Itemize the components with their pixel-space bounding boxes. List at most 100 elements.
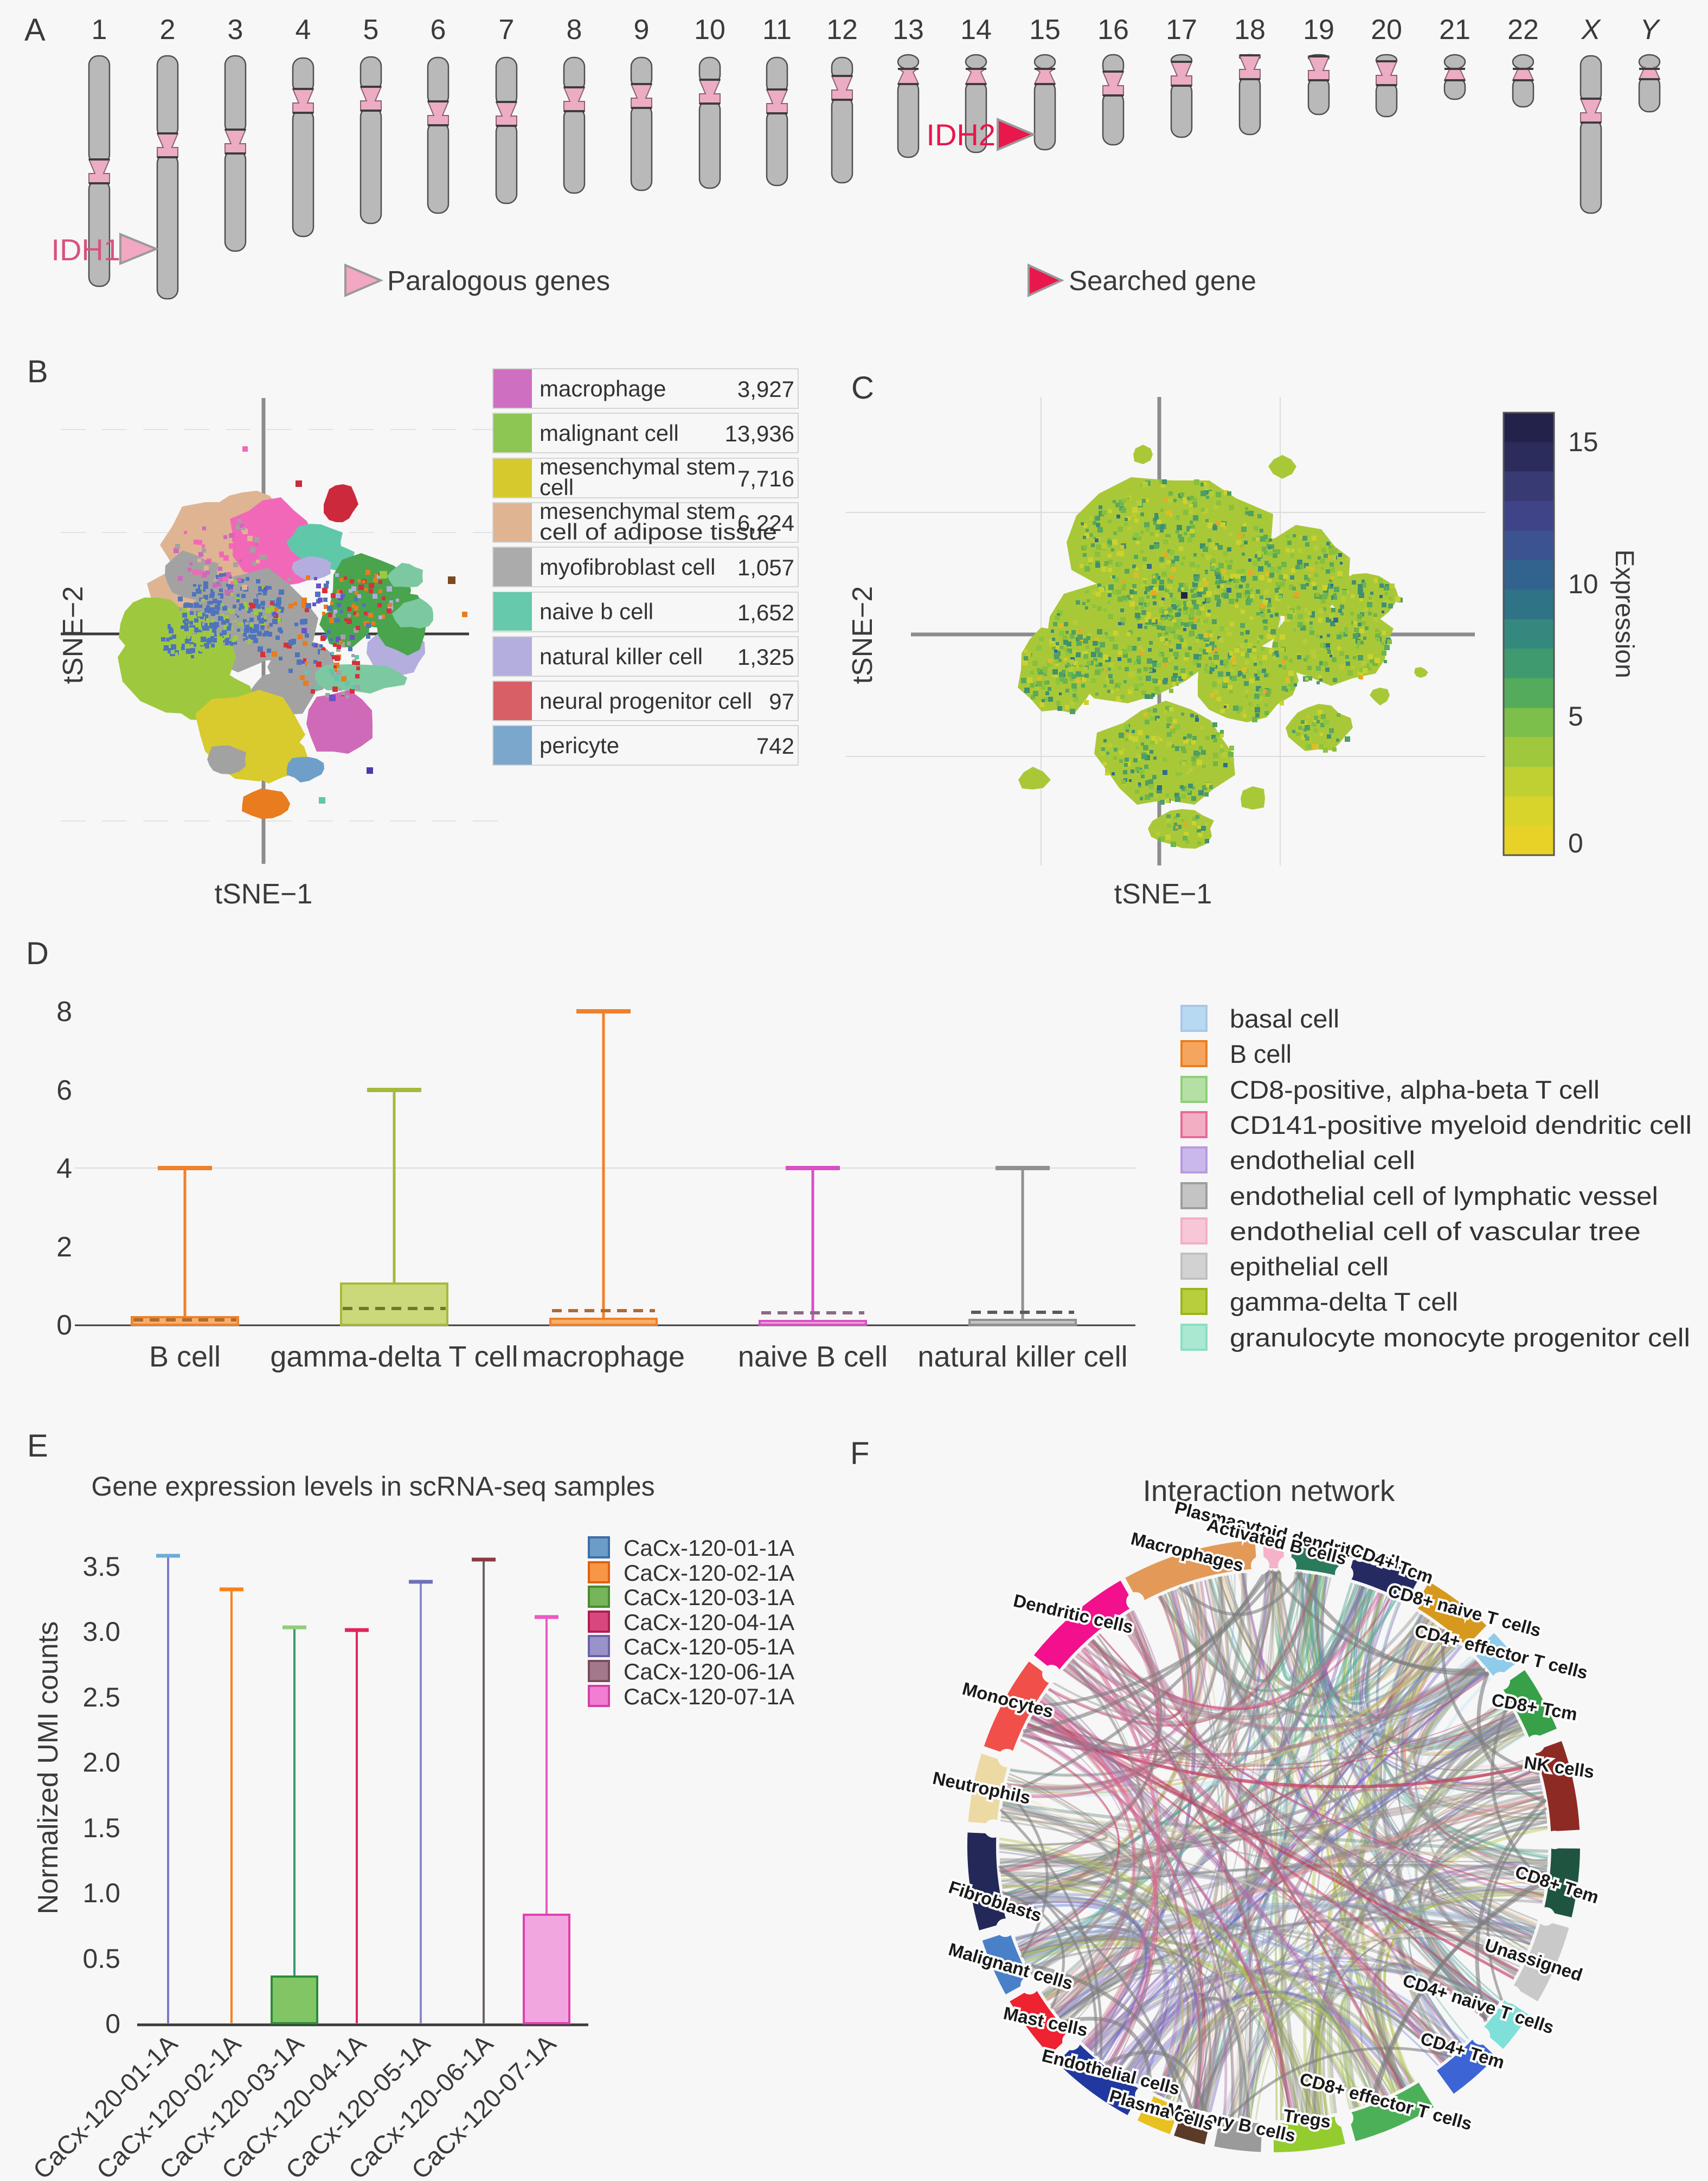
svg-text:granulocyte monocyte progenito: granulocyte monocyte progenitor cell (1230, 1323, 1690, 1352)
svg-text:0: 0 (105, 2009, 120, 2039)
svg-text:tSNE−1: tSNE−1 (215, 878, 313, 910)
svg-text:97: 97 (769, 689, 794, 714)
svg-text:6,224: 6,224 (737, 510, 794, 536)
svg-text:gamma-delta T cell: gamma-delta T cell (1230, 1287, 1458, 1316)
svg-text:endothelial cell of lymphatic: endothelial cell of lymphatic vessel (1230, 1182, 1658, 1210)
svg-text:5: 5 (1568, 701, 1583, 732)
svg-text:4: 4 (296, 14, 311, 46)
svg-text:3,927: 3,927 (737, 376, 794, 402)
svg-text:tSNE−1: tSNE−1 (1114, 878, 1212, 910)
svg-text:1: 1 (92, 14, 107, 46)
svg-text:B cell: B cell (149, 1340, 221, 1373)
svg-text:CaCx-120-03-1A: CaCx-120-03-1A (624, 1585, 794, 1610)
svg-text:17: 17 (1166, 14, 1197, 46)
svg-text:E: E (27, 1428, 48, 1464)
svg-text:13,936: 13,936 (725, 421, 794, 446)
svg-text:basal cell: basal cell (1230, 1004, 1339, 1033)
svg-text:C: C (851, 370, 874, 406)
svg-text:neural progenitor cell: neural progenitor cell (540, 688, 752, 714)
svg-text:naive B cell: naive B cell (738, 1340, 888, 1373)
svg-text:0.5: 0.5 (82, 1943, 120, 1974)
svg-text:11: 11 (762, 14, 792, 46)
svg-text:9: 9 (634, 14, 650, 46)
svg-text:CaCx-120-07-1A: CaCx-120-07-1A (624, 1684, 794, 1709)
svg-text:15: 15 (1029, 14, 1061, 46)
svg-text:0: 0 (1568, 828, 1583, 858)
svg-text:malignant cell: malignant cell (540, 420, 679, 446)
svg-text:2.0: 2.0 (82, 1747, 120, 1778)
svg-text:1.0: 1.0 (82, 1878, 120, 1908)
svg-text:F: F (850, 1436, 869, 1471)
svg-text:endothelial cell: endothelial cell (1230, 1146, 1415, 1175)
svg-text:6: 6 (431, 14, 446, 46)
svg-text:tSNE−2: tSNE−2 (847, 586, 878, 684)
svg-text:mesenchymal stem: mesenchymal stem (540, 454, 736, 479)
svg-text:3.5: 3.5 (82, 1551, 120, 1582)
svg-text:Paralogous genes: Paralogous genes (387, 265, 610, 296)
svg-text:CD8-positive, alpha-beta T cel: CD8-positive, alpha-beta T cell (1230, 1075, 1600, 1104)
svg-text:0: 0 (56, 1310, 72, 1341)
svg-text:gamma-delta T cell: gamma-delta T cell (270, 1340, 518, 1373)
svg-text:natural killer cell: natural killer cell (540, 644, 703, 669)
svg-text:Normalized UMI counts: Normalized UMI counts (33, 1621, 64, 1914)
svg-text:IDH1: IDH1 (51, 233, 120, 267)
svg-text:myofibroblast cell: myofibroblast cell (540, 554, 715, 580)
svg-text:CD141-positive myeloid dendrit: CD141-positive myeloid dendritic cell (1230, 1111, 1692, 1139)
svg-text:2.5: 2.5 (82, 1682, 120, 1712)
svg-text:mesenchymal stem: mesenchymal stem (540, 498, 736, 524)
svg-text:8: 8 (56, 996, 72, 1028)
svg-text:2: 2 (160, 14, 176, 46)
svg-text:1,057: 1,057 (737, 555, 794, 580)
svg-text:CaCx-120-06-1A: CaCx-120-06-1A (624, 1659, 794, 1684)
svg-text:natural killer cell: natural killer cell (917, 1340, 1127, 1373)
svg-text:19: 19 (1303, 14, 1334, 46)
svg-text:Gene expression levels in scRN: Gene expression levels in scRNA-seq samp… (91, 1471, 654, 1502)
svg-text:Expression: Expression (1610, 549, 1639, 678)
svg-text:naive b cell: naive b cell (540, 599, 653, 624)
svg-text:D: D (26, 938, 49, 971)
svg-text:CaCx-120-04-1A: CaCx-120-04-1A (624, 1609, 794, 1635)
svg-text:12: 12 (826, 14, 858, 46)
svg-text:Y: Y (1640, 14, 1661, 46)
svg-text:6: 6 (56, 1075, 72, 1106)
svg-text:1,652: 1,652 (737, 600, 794, 625)
svg-text:B: B (27, 354, 48, 389)
svg-text:22: 22 (1507, 14, 1539, 46)
svg-text:CaCx-120-02-1A: CaCx-120-02-1A (624, 1560, 794, 1586)
svg-text:8: 8 (567, 14, 582, 46)
svg-text:cell of adipose tissue: cell of adipose tissue (540, 519, 777, 544)
svg-text:IDH2: IDH2 (926, 118, 996, 152)
svg-text:X: X (1581, 14, 1602, 46)
svg-text:13: 13 (892, 14, 924, 46)
svg-text:3.0: 3.0 (82, 1616, 120, 1647)
svg-text:3: 3 (228, 14, 243, 46)
svg-text:14: 14 (960, 14, 992, 46)
svg-text:1,325: 1,325 (737, 644, 794, 670)
svg-text:10: 10 (694, 14, 725, 46)
svg-text:Interaction network: Interaction network (1143, 1474, 1395, 1508)
svg-text:CaCx-120-01-1A: CaCx-120-01-1A (624, 1535, 794, 1561)
svg-text:4: 4 (56, 1153, 72, 1184)
svg-text:5: 5 (363, 14, 379, 46)
svg-text:10: 10 (1568, 569, 1598, 599)
svg-text:7: 7 (499, 14, 515, 46)
svg-text:21: 21 (1439, 14, 1471, 46)
svg-text:1.5: 1.5 (82, 1813, 120, 1843)
svg-text:742: 742 (756, 733, 794, 759)
svg-text:macrophage: macrophage (540, 376, 666, 401)
svg-text:tSNE−2: tSNE−2 (57, 586, 89, 684)
svg-text:B cell: B cell (1230, 1040, 1292, 1068)
svg-text:cell: cell (540, 474, 574, 500)
svg-text:pericyte: pericyte (540, 733, 619, 758)
svg-text:20: 20 (1371, 14, 1402, 46)
svg-text:15: 15 (1568, 427, 1598, 457)
svg-text:A: A (24, 12, 46, 48)
svg-text:16: 16 (1097, 14, 1129, 46)
svg-text:2: 2 (56, 1231, 72, 1263)
svg-text:18: 18 (1234, 14, 1266, 46)
svg-text:endothelial cell of vascular t: endothelial cell of vascular tree (1230, 1217, 1641, 1246)
svg-text:CaCx-120-05-1A: CaCx-120-05-1A (624, 1634, 794, 1659)
svg-text:Searched gene: Searched gene (1069, 265, 1256, 296)
svg-text:epithelial cell: epithelial cell (1230, 1252, 1389, 1281)
svg-text:macrophage: macrophage (522, 1340, 685, 1373)
